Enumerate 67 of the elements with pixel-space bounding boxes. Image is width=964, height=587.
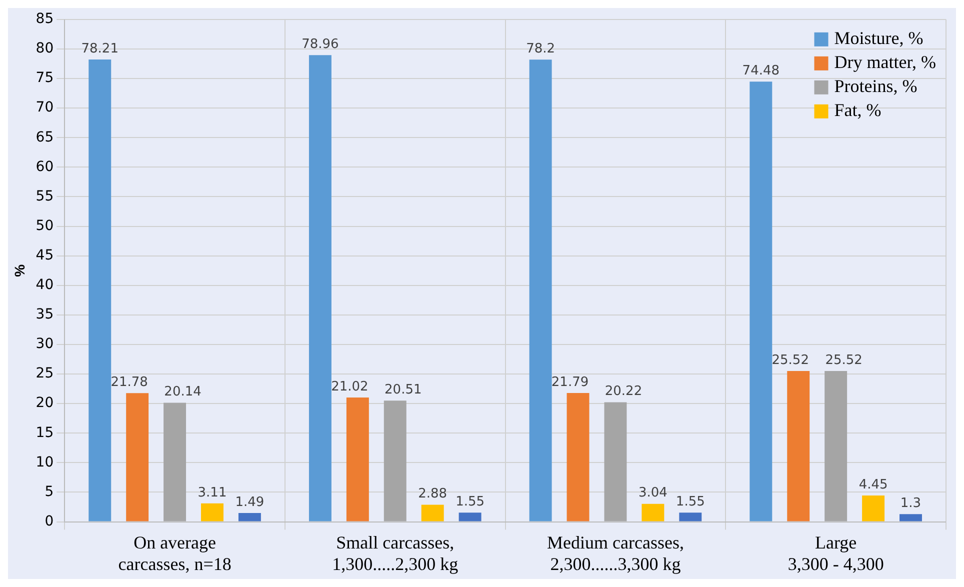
bar	[308, 55, 332, 522]
bar	[604, 402, 627, 522]
bar	[750, 82, 772, 522]
bar	[421, 504, 444, 522]
data-label: 1.49	[235, 494, 264, 510]
bar	[88, 60, 112, 522]
data-label: 21.79	[551, 374, 589, 390]
data-label: 20.51	[384, 382, 422, 398]
bar	[458, 512, 482, 522]
legend-label: Moisture, %	[834, 28, 924, 48]
y-tick-label: 35	[36, 306, 54, 323]
data-label: 25.52	[772, 352, 809, 368]
bar	[679, 512, 702, 522]
y-tick-label: 20	[36, 395, 54, 412]
data-label: 20.22	[604, 384, 642, 400]
bar	[201, 503, 224, 522]
y-tick-label: 55	[36, 188, 54, 204]
x-tick-label: On average carcasses, n=18	[118, 532, 232, 574]
y-tick-label: 5	[44, 484, 54, 500]
y-tick-label: 60	[36, 158, 54, 175]
bar	[238, 512, 261, 522]
bar	[126, 393, 149, 522]
y-tick-label: 65	[36, 129, 54, 146]
data-label: 78.96	[302, 36, 339, 52]
legend-label: Proteins, %	[834, 76, 918, 96]
bar	[642, 504, 664, 522]
y-tick-label: 15	[36, 424, 54, 441]
y-tick-label: 50	[36, 218, 54, 234]
data-label: 21.78	[110, 374, 148, 390]
data-label: 25.52	[825, 352, 862, 368]
y-tick-label: 85	[36, 11, 54, 28]
bar	[787, 370, 810, 522]
y-tick-label: 70	[36, 100, 54, 116]
bar	[346, 398, 369, 522]
bar	[164, 402, 186, 522]
bar	[384, 400, 406, 522]
bar	[900, 514, 922, 522]
data-label: 1.55	[676, 494, 705, 510]
legend-label: Dry matter, %	[834, 52, 936, 72]
y-tick-label: 75	[36, 70, 54, 86]
data-label: 2.88	[418, 486, 448, 502]
bar	[862, 496, 885, 522]
x-tick-label: Medium carcasses, 2,300......3,300 kg	[547, 532, 684, 574]
data-label: 21.02	[331, 379, 368, 394]
data-label: 3.04	[638, 486, 668, 501]
data-label: 1.3	[900, 496, 922, 511]
y-tick-label: 80	[36, 40, 54, 57]
y-tick-label: 10	[36, 454, 54, 470]
data-label: 4.45	[858, 477, 888, 492]
bar	[824, 370, 848, 522]
x-tick-label: Small carcasses, 1,300.....2,300 kg	[332, 532, 458, 574]
data-label: 78.21	[81, 41, 118, 56]
y-tick-label: 45	[36, 247, 54, 264]
legend-label: Fat, %	[834, 100, 882, 120]
y-tick-label: 40	[36, 277, 54, 294]
bar	[529, 60, 552, 522]
data-label: 3.11	[198, 485, 227, 500]
y-axis-title: %	[11, 264, 28, 277]
bar	[566, 393, 590, 522]
y-tick-label: 0	[44, 513, 54, 530]
y-tick-label: 30	[36, 336, 54, 352]
data-label: 20.14	[164, 384, 202, 400]
y-tick-label: 25	[36, 366, 54, 382]
data-label: 1.55	[456, 494, 485, 510]
data-label: 78.2	[526, 41, 556, 56]
data-label: 74.48	[742, 63, 780, 78]
x-tick-label: Large 3,300 - 4,300	[788, 532, 884, 574]
